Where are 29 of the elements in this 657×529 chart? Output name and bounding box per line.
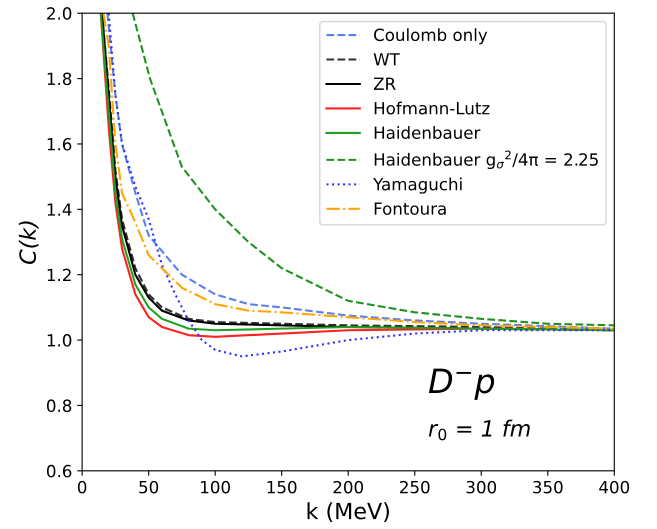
legend-label: ZR <box>374 78 396 90</box>
y-tick-label: 1.6 <box>48 138 72 151</box>
y-tick-label: 1.2 <box>48 268 71 282</box>
x-tick-label: 50 <box>139 480 158 494</box>
legend-label: WT <box>374 53 400 66</box>
annotation: D$^{−}$p <box>428 368 494 400</box>
x-tick-label: 0 <box>78 480 86 494</box>
y-tick-label: 1.8 <box>48 72 72 86</box>
y-axis-title: C(k) <box>18 221 39 264</box>
y-tick-label: 1.0 <box>48 334 72 347</box>
x-tick-label: 150 <box>268 480 296 494</box>
x-tick-label: 350 <box>533 480 563 494</box>
y-tick-label: 1.4 <box>48 204 72 216</box>
legend-label: Haidenbauer <box>374 126 480 139</box>
x-tick-label: 300 <box>466 480 496 494</box>
y-tick-label: 0.6 <box>46 464 72 478</box>
annotation: r$_{0}$ = 1 fm <box>428 420 530 440</box>
x-tick-label: 100 <box>201 480 230 494</box>
x-tick-label: 200 <box>334 480 364 494</box>
legend-label: Yamaguchi <box>373 178 462 194</box>
x-axis-title: k (MeV) <box>308 502 389 522</box>
x-tick-label: 250 <box>400 480 430 494</box>
legend-label: Fontoura <box>374 202 446 215</box>
x-tick-label: 400 <box>599 480 630 494</box>
y-tick-label: 0.8 <box>46 399 72 412</box>
y-tick-label: 2.0 <box>47 7 72 20</box>
legend-label: Haidenbauer g$_{σ}$$^{2}$/4π = 2.25 <box>374 150 598 170</box>
legend-label: Coulomb only <box>374 28 488 44</box>
legend-label: Hofmann-Lutz <box>374 102 490 115</box>
